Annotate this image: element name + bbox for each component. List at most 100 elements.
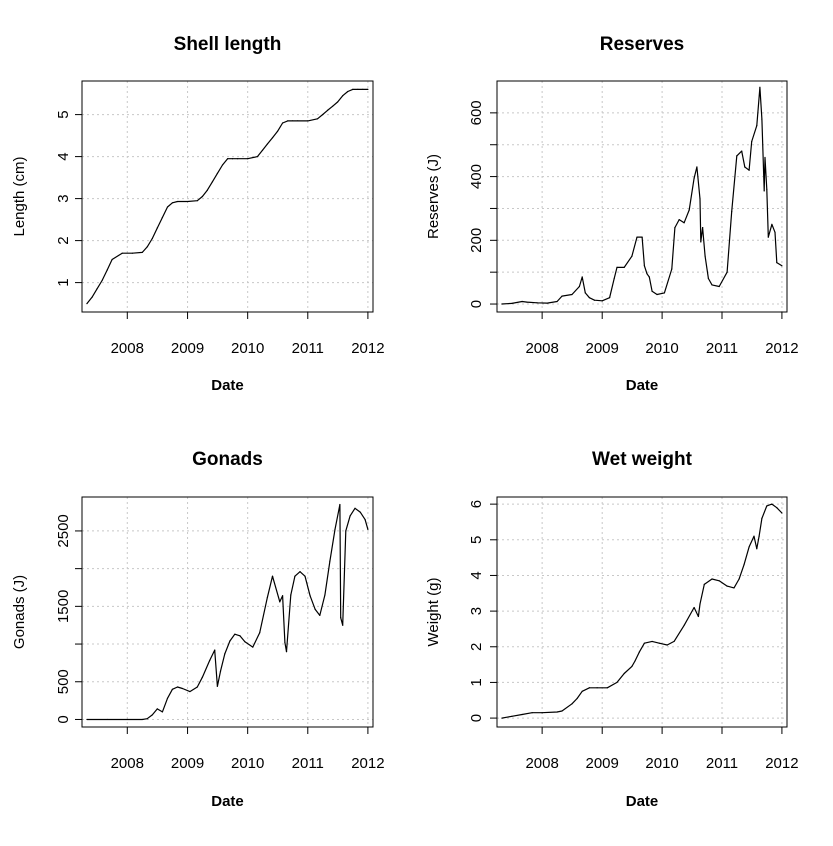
data-point: [743, 564, 745, 566]
x-tick-label: 2008: [111, 340, 144, 357]
data-point: [767, 236, 769, 238]
data-point: [349, 515, 351, 517]
x-tick-label: 2012: [765, 755, 798, 772]
data-point: [316, 118, 319, 120]
data-point: [176, 686, 179, 688]
data-point: [307, 120, 309, 122]
data-point: [292, 120, 294, 122]
data-point: [91, 296, 93, 298]
y-axis-label: Gonads (J): [11, 575, 28, 649]
data-point: [693, 177, 695, 179]
y-tick-label: 2: [468, 643, 485, 651]
data-point: [211, 181, 214, 183]
data-point: [156, 227, 158, 229]
data-point: [226, 158, 229, 160]
data-point: [314, 608, 316, 610]
data-point: [703, 583, 705, 585]
data-point: [526, 301, 528, 303]
data-point: [541, 712, 543, 714]
data-point: [741, 150, 743, 152]
data-point: [648, 276, 650, 278]
data-point: [753, 535, 755, 537]
data-point: [596, 687, 598, 689]
data-point: [758, 535, 760, 537]
data-point: [766, 505, 768, 507]
data-point: [281, 122, 284, 124]
data-point: [638, 651, 640, 653]
data-point: [329, 560, 331, 562]
data-point: [219, 670, 222, 672]
data-point: [126, 718, 128, 721]
data-point: [663, 292, 666, 294]
data-point: [216, 172, 218, 174]
data-point: [700, 241, 702, 243]
data-point: [771, 223, 773, 225]
plot-frame: [81, 80, 374, 313]
data-point: [252, 646, 254, 648]
y-tick-label: 1: [55, 278, 72, 286]
data-point: [631, 255, 633, 257]
data-point: [299, 571, 301, 573]
x-tick-label: 2011: [706, 755, 738, 772]
data-point: [284, 641, 286, 644]
data-point: [171, 688, 174, 690]
data-point: [616, 266, 618, 268]
data-point: [774, 231, 776, 233]
data-point: [196, 200, 198, 202]
chart-panel-2: 2008 2009 2010 2011 2012 0 200 400 600 Reserves Da…: [425, 34, 799, 394]
data-point: [781, 265, 783, 267]
x-tick-label: 2009: [586, 755, 619, 772]
data-point: [748, 169, 750, 171]
data-point: [224, 653, 226, 655]
data-point: [702, 226, 704, 229]
data-point: [146, 246, 148, 248]
data-point: [738, 578, 740, 580]
y-tick-label: 1: [468, 678, 485, 686]
data-point: [704, 255, 706, 257]
data-point: [285, 650, 288, 653]
data-point: [259, 632, 261, 634]
data-point: [287, 120, 289, 122]
data-point: [266, 143, 269, 145]
x-tick-label: 2009: [171, 340, 204, 357]
data-point: [276, 130, 279, 132]
y-tick-label: 0: [468, 714, 485, 722]
data-point: [759, 86, 761, 88]
x-tick-label: 2008: [525, 340, 558, 357]
y-tick-label: 5: [468, 536, 485, 544]
data-point: [86, 303, 88, 305]
y-tick-label: 2500: [55, 514, 72, 547]
x-axis-label: Date: [626, 793, 659, 810]
data-point: [166, 206, 169, 208]
plot-frame: [81, 496, 374, 728]
data-point: [556, 300, 558, 303]
data-point: [206, 189, 208, 191]
data-point: [696, 166, 698, 168]
data-point: [616, 681, 618, 684]
data-point: [151, 237, 153, 240]
y-tick-label: 200: [468, 228, 485, 253]
data-point: [244, 641, 246, 643]
data-point: [231, 158, 234, 160]
data-point: [756, 548, 758, 550]
data-point: [161, 216, 163, 219]
data-point: [561, 710, 563, 712]
data-point: [764, 156, 766, 159]
chart-title: Reserves: [600, 34, 685, 55]
data-point: [771, 503, 773, 505]
data-point: [588, 687, 590, 689]
data-point: [146, 718, 148, 720]
data-point: [294, 575, 296, 577]
x-tick-label: 2011: [706, 340, 738, 357]
data-point: [623, 266, 625, 268]
series-line: [86, 503, 369, 721]
data-point: [297, 120, 299, 122]
data-point: [683, 624, 685, 626]
data-point: [606, 687, 608, 689]
data-point: [334, 528, 336, 531]
plot-frame: [496, 80, 788, 313]
data-point: [106, 718, 108, 721]
data-point: [290, 594, 292, 596]
x-tick-label: 2011: [292, 340, 324, 357]
data-point: [718, 285, 720, 288]
